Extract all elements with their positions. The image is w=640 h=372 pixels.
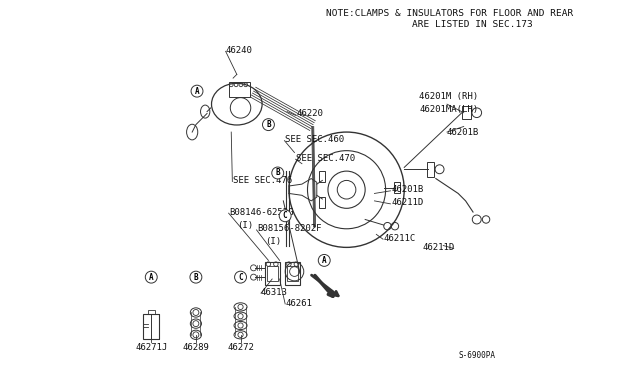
Text: S-6900PA: S-6900PA: [458, 351, 495, 360]
Circle shape: [262, 119, 275, 131]
Text: C: C: [283, 211, 287, 220]
Circle shape: [190, 271, 202, 283]
Text: 46261: 46261: [285, 299, 312, 308]
Circle shape: [145, 271, 157, 283]
Text: B: B: [275, 169, 280, 177]
Text: B: B: [266, 120, 271, 129]
Text: C: C: [238, 273, 243, 282]
Text: 46240: 46240: [226, 46, 253, 55]
Text: 46289: 46289: [182, 343, 209, 352]
Text: B: B: [193, 273, 198, 282]
Text: 46211D: 46211D: [422, 243, 454, 252]
Text: (I): (I): [237, 221, 253, 230]
Text: A: A: [322, 256, 326, 265]
Text: 46201M (RH): 46201M (RH): [419, 92, 479, 101]
Text: SEE SEC.476: SEE SEC.476: [233, 176, 292, 185]
Text: 46220: 46220: [296, 109, 323, 118]
Text: 46313: 46313: [261, 288, 288, 296]
Text: SEE SEC.460: SEE SEC.460: [285, 135, 344, 144]
Text: B08146-6252G: B08146-6252G: [229, 208, 294, 217]
Circle shape: [318, 254, 330, 266]
Text: 46272: 46272: [227, 343, 254, 352]
Text: 46271J: 46271J: [135, 343, 168, 352]
Text: SEE SEC.470: SEE SEC.470: [296, 154, 355, 163]
Text: A: A: [149, 273, 154, 282]
Circle shape: [272, 167, 284, 179]
Circle shape: [279, 210, 291, 222]
Circle shape: [235, 271, 246, 283]
Text: 46211D: 46211D: [391, 198, 424, 207]
Text: 46201MA(LH): 46201MA(LH): [419, 105, 479, 114]
Text: NOTE:CLAMPS & INSULATORS FOR FLOOR AND REAR
        ARE LISTED IN SEC.173: NOTE:CLAMPS & INSULATORS FOR FLOOR AND R…: [326, 9, 573, 29]
Text: A: A: [195, 87, 199, 96]
Text: 46201B: 46201B: [446, 128, 479, 137]
Text: B08156-8202F: B08156-8202F: [257, 224, 322, 233]
Text: 46201B: 46201B: [391, 185, 424, 194]
Text: 46211C: 46211C: [384, 234, 416, 243]
Circle shape: [191, 85, 203, 97]
Text: (I): (I): [265, 237, 281, 246]
